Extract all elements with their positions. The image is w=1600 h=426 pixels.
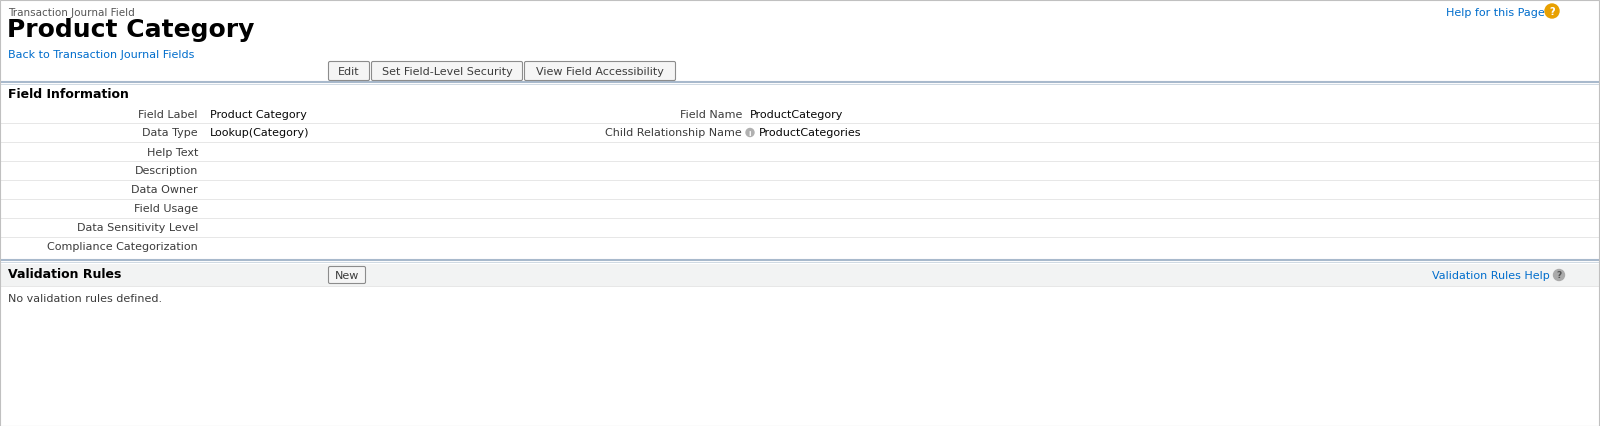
FancyBboxPatch shape bbox=[525, 62, 675, 81]
Text: Data Owner: Data Owner bbox=[131, 185, 198, 195]
FancyBboxPatch shape bbox=[328, 267, 365, 284]
Text: Lookup(Category): Lookup(Category) bbox=[210, 128, 309, 138]
Text: Validation Rules: Validation Rules bbox=[8, 268, 122, 280]
Text: Field Information: Field Information bbox=[8, 88, 130, 101]
FancyBboxPatch shape bbox=[0, 286, 1600, 426]
Text: Description: Description bbox=[134, 166, 198, 176]
Text: Data Type: Data Type bbox=[142, 128, 198, 138]
Text: Product Category: Product Category bbox=[6, 18, 254, 42]
Text: ProductCategory: ProductCategory bbox=[750, 109, 843, 119]
Text: Help for this Page: Help for this Page bbox=[1446, 8, 1546, 18]
Text: Field Usage: Field Usage bbox=[134, 204, 198, 214]
FancyBboxPatch shape bbox=[0, 265, 1600, 286]
Text: Data Sensitivity Level: Data Sensitivity Level bbox=[77, 223, 198, 233]
Circle shape bbox=[1546, 5, 1558, 19]
Text: Product Category: Product Category bbox=[210, 109, 307, 119]
Text: Edit: Edit bbox=[338, 67, 360, 77]
Text: Back to Transaction Journal Fields: Back to Transaction Journal Fields bbox=[8, 50, 194, 60]
Text: i: i bbox=[749, 130, 752, 136]
Text: ProductCategories: ProductCategories bbox=[758, 128, 861, 138]
Text: ?: ? bbox=[1557, 271, 1562, 280]
Text: Field Label: Field Label bbox=[139, 109, 198, 119]
Text: Set Field-Level Security: Set Field-Level Security bbox=[382, 67, 512, 77]
FancyBboxPatch shape bbox=[328, 62, 370, 81]
Text: View Field Accessibility: View Field Accessibility bbox=[536, 67, 664, 77]
Text: Help Text: Help Text bbox=[147, 147, 198, 157]
FancyBboxPatch shape bbox=[371, 62, 523, 81]
Text: No validation rules defined.: No validation rules defined. bbox=[8, 294, 162, 303]
Text: Transaction Journal Field: Transaction Journal Field bbox=[8, 8, 134, 18]
Text: Child Relationship Name: Child Relationship Name bbox=[605, 128, 742, 138]
Circle shape bbox=[746, 129, 754, 137]
Text: ?: ? bbox=[1549, 7, 1555, 17]
Text: Compliance Categorization: Compliance Categorization bbox=[48, 242, 198, 252]
Text: Field Name: Field Name bbox=[680, 109, 742, 119]
Text: New: New bbox=[334, 271, 358, 280]
Text: Validation Rules Help: Validation Rules Help bbox=[1432, 271, 1550, 280]
Circle shape bbox=[1554, 270, 1565, 281]
